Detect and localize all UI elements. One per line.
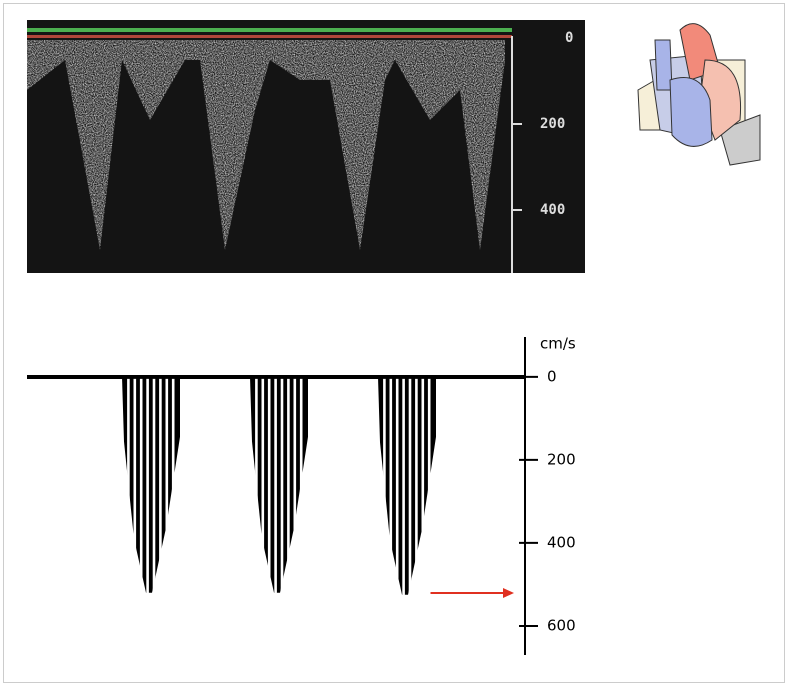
axis-label: cm/s (540, 335, 576, 353)
heart-icon (637, 23, 761, 166)
waveform (122, 376, 180, 593)
scale-label: 0 (565, 30, 573, 46)
tick-label: 400 (547, 533, 576, 551)
tick-label: 600 (547, 616, 576, 634)
tick-label: 200 (547, 450, 576, 468)
arrow-head (503, 588, 514, 598)
waveform (378, 376, 436, 595)
frame (3, 3, 785, 683)
tick-label: 0 (547, 367, 557, 385)
scale-label: 200 (540, 116, 565, 132)
waveform (250, 376, 308, 593)
scale-label: 400 (540, 202, 565, 218)
doppler-image: 0 200 400 (27, 20, 585, 273)
